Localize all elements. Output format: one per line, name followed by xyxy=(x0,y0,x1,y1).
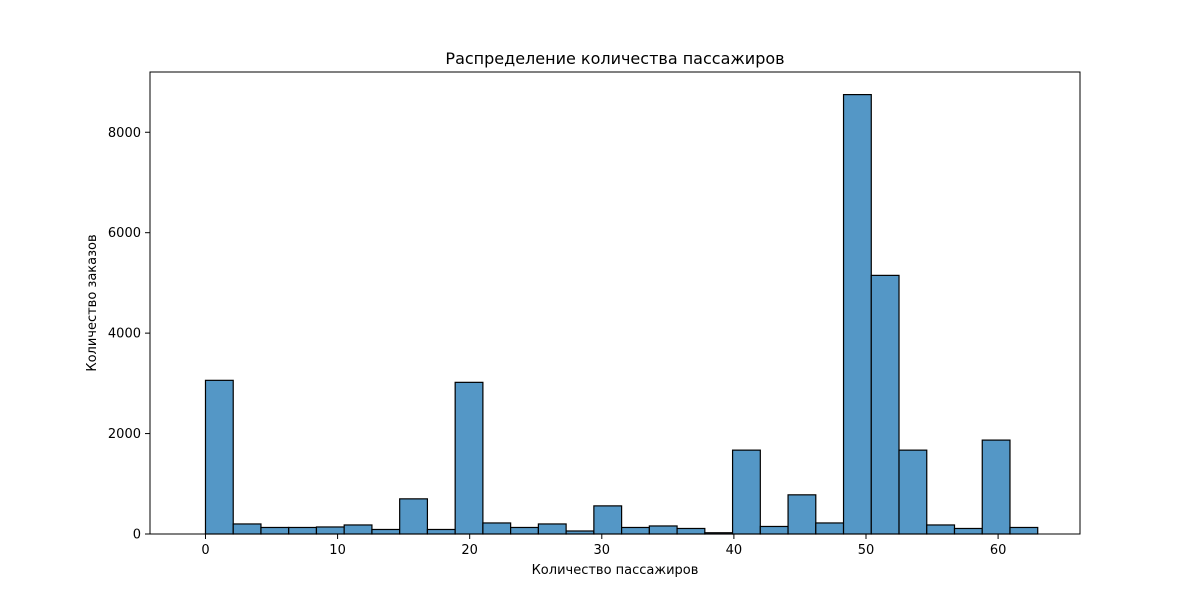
histogram-bar xyxy=(426,528,456,535)
histogram-bar xyxy=(648,525,678,535)
x-tick-label: 60 xyxy=(990,543,1007,558)
histogram-bar xyxy=(288,526,318,535)
histogram-bar xyxy=(731,449,761,535)
y-tick-label: 0 xyxy=(133,528,141,543)
chart-title: Распределение количества пассажиров xyxy=(445,49,784,68)
y-axis-label: Количество заказов xyxy=(85,234,100,371)
y-tick-label: 6000 xyxy=(108,226,141,241)
x-tick-label: 20 xyxy=(461,543,478,558)
plot-frame xyxy=(149,71,1081,535)
y-tick-label: 8000 xyxy=(108,126,141,141)
histogram-bar xyxy=(787,494,817,535)
histogram-bar xyxy=(537,523,567,535)
x-tick-label: 30 xyxy=(594,543,611,558)
histogram-bar xyxy=(399,498,429,535)
histogram-bar xyxy=(1009,526,1039,535)
x-tick-label: 10 xyxy=(329,543,346,558)
histogram-bar xyxy=(593,505,623,535)
x-axis-label: Количество пассажиров xyxy=(532,563,699,578)
x-tick-label: 50 xyxy=(858,543,875,558)
x-tick-label: 0 xyxy=(201,543,209,558)
histogram-bar xyxy=(315,526,345,535)
histogram-bar xyxy=(870,274,900,535)
histogram-bar xyxy=(482,522,512,535)
histogram-bar xyxy=(454,381,484,535)
y-axis-ticks: 0 2000 4000 6000 8000 xyxy=(108,126,150,543)
histogram-bar xyxy=(260,526,290,535)
x-axis-ticks: 0 10 20 30 40 50 60 xyxy=(201,534,1006,558)
histogram-bar xyxy=(842,93,872,535)
bars-group xyxy=(204,93,1039,535)
histogram-bar xyxy=(204,379,234,535)
histogram-bar xyxy=(232,523,262,535)
histogram-bar xyxy=(981,439,1011,535)
histogram-bar xyxy=(926,524,956,535)
x-tick-label: 40 xyxy=(726,543,743,558)
histogram-bar xyxy=(676,527,706,535)
histogram-bar xyxy=(371,528,401,535)
histogram-bar xyxy=(898,449,928,535)
histogram-bar xyxy=(759,525,789,535)
histogram-bar xyxy=(815,522,845,535)
histogram-bar xyxy=(953,527,983,535)
y-tick-label: 4000 xyxy=(108,327,141,342)
histogram-bar xyxy=(343,524,373,535)
histogram-bar xyxy=(621,526,650,535)
histogram-bar xyxy=(510,526,539,535)
y-tick-label: 2000 xyxy=(108,427,141,442)
